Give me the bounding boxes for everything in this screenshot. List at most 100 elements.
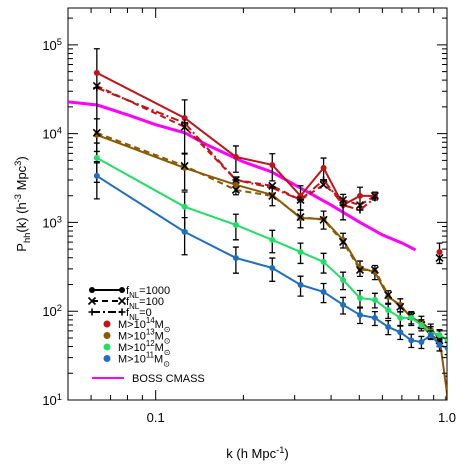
text-part: 11 (146, 351, 155, 360)
text-part: ) (284, 446, 288, 461)
marker (397, 329, 404, 336)
marker (181, 228, 188, 235)
text-part: -1 (276, 445, 284, 455)
text-part: M (155, 342, 164, 354)
text-part: 2 (57, 303, 62, 313)
marker (232, 181, 239, 188)
text-part: 13 (146, 328, 155, 337)
text-part: =100 (139, 296, 164, 308)
text-part: 12 (146, 339, 155, 348)
marker (356, 192, 363, 199)
marker (93, 84, 101, 92)
marker (371, 296, 378, 303)
marker (340, 276, 347, 283)
marker (320, 164, 327, 171)
marker (119, 287, 125, 293)
marker (339, 195, 348, 205)
marker (436, 341, 443, 348)
marker (436, 248, 443, 255)
text-part: ⊙ (164, 348, 171, 357)
text-part: (k) (h (14, 202, 29, 232)
text-part: Mpc (14, 165, 29, 194)
marker (87, 296, 97, 306)
series-line (96, 157, 447, 342)
marker (370, 265, 379, 274)
marker (444, 395, 447, 400)
legend-label: M>1013M⊙ (118, 328, 170, 346)
text-part: =1000 (139, 285, 170, 297)
legend-label: fNL=0 (126, 307, 152, 322)
text-part: ⊙ (163, 360, 170, 369)
marker (232, 221, 239, 228)
marker (418, 339, 425, 346)
legend: fNL=1000fNL=100fNL=0M>1014M⊙M>1013M⊙M>10… (87, 285, 205, 385)
marker (117, 296, 127, 306)
marker (340, 301, 347, 308)
text-part: NL (129, 291, 140, 300)
series-line (96, 175, 447, 349)
marker (397, 314, 404, 321)
text-part: =0 (139, 307, 152, 319)
text-part: 3 (13, 161, 23, 166)
marker (180, 161, 189, 170)
marker (232, 254, 239, 261)
marker (118, 308, 126, 316)
marker (408, 337, 415, 344)
x-axis-label: k (h Mpc-1) (226, 445, 289, 461)
legend-label: fNL=100 (126, 296, 164, 311)
marker (355, 265, 365, 274)
marker (436, 331, 443, 338)
marker (92, 128, 101, 137)
text-part: 1 (57, 392, 62, 402)
marker (320, 176, 328, 184)
text-part: k (h Mpc (226, 446, 276, 461)
error-bar (181, 153, 188, 191)
marker (385, 323, 392, 330)
marker (435, 253, 444, 263)
legend-label: M>1011M⊙ (118, 351, 170, 369)
text-part: ) (14, 156, 29, 160)
series-line (97, 73, 440, 252)
text-part: M>10 (118, 342, 146, 354)
marker (371, 314, 378, 321)
legend-dot (103, 320, 111, 328)
marker (320, 258, 327, 265)
text-part: 14 (146, 316, 155, 325)
marker (339, 201, 347, 209)
plot-frame (67, 7, 448, 401)
text-part: M>10 (118, 319, 146, 331)
legend-label: fNL=1000 (126, 285, 170, 300)
text-part: f (126, 285, 130, 297)
y-tick-label: 105 (42, 37, 62, 53)
text-part: 4 (57, 126, 62, 136)
x-tick-label: 0.1 (147, 410, 165, 425)
text-part: f (126, 307, 130, 319)
text-part: 10 (42, 38, 56, 53)
marker (89, 287, 95, 293)
marker (88, 308, 96, 316)
text-part: NL (129, 302, 140, 311)
text-part: 10 (42, 304, 56, 319)
marker (232, 153, 239, 160)
marker (396, 302, 405, 311)
legend-label: M>1014M⊙ (118, 316, 170, 334)
marker (356, 206, 364, 214)
y-tick-label: 104 (42, 126, 62, 142)
error-bar (93, 160, 100, 200)
plot-area (68, 48, 447, 400)
text-part: M (155, 331, 164, 343)
text-part: ⊙ (164, 337, 171, 346)
marker (297, 281, 304, 288)
marker (181, 203, 188, 210)
marker (93, 172, 100, 179)
text-part: f (126, 296, 130, 308)
marker (371, 194, 379, 202)
text-part: M>10 (118, 354, 146, 366)
marker (427, 331, 434, 338)
marker (320, 288, 327, 295)
legend-label: BOSS CMASS (132, 373, 205, 385)
text-part: M (155, 319, 164, 331)
marker (339, 237, 348, 246)
marker (385, 307, 392, 314)
